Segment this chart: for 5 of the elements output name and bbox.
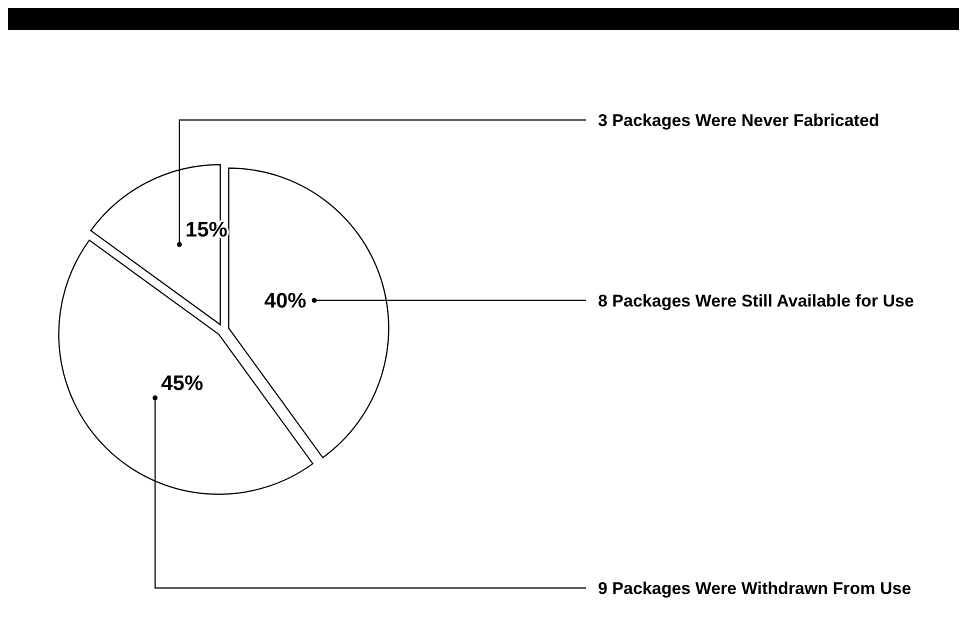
- slice-label: 3 Packages Were Never Fabricated: [598, 111, 880, 130]
- data-label: 40%: [264, 289, 307, 312]
- data-label: 45%: [161, 372, 204, 395]
- slice-label: 9 Packages Were Withdrawn From Use: [598, 579, 912, 598]
- slice-label: 8 Packages Were Still Available for Use: [598, 291, 914, 310]
